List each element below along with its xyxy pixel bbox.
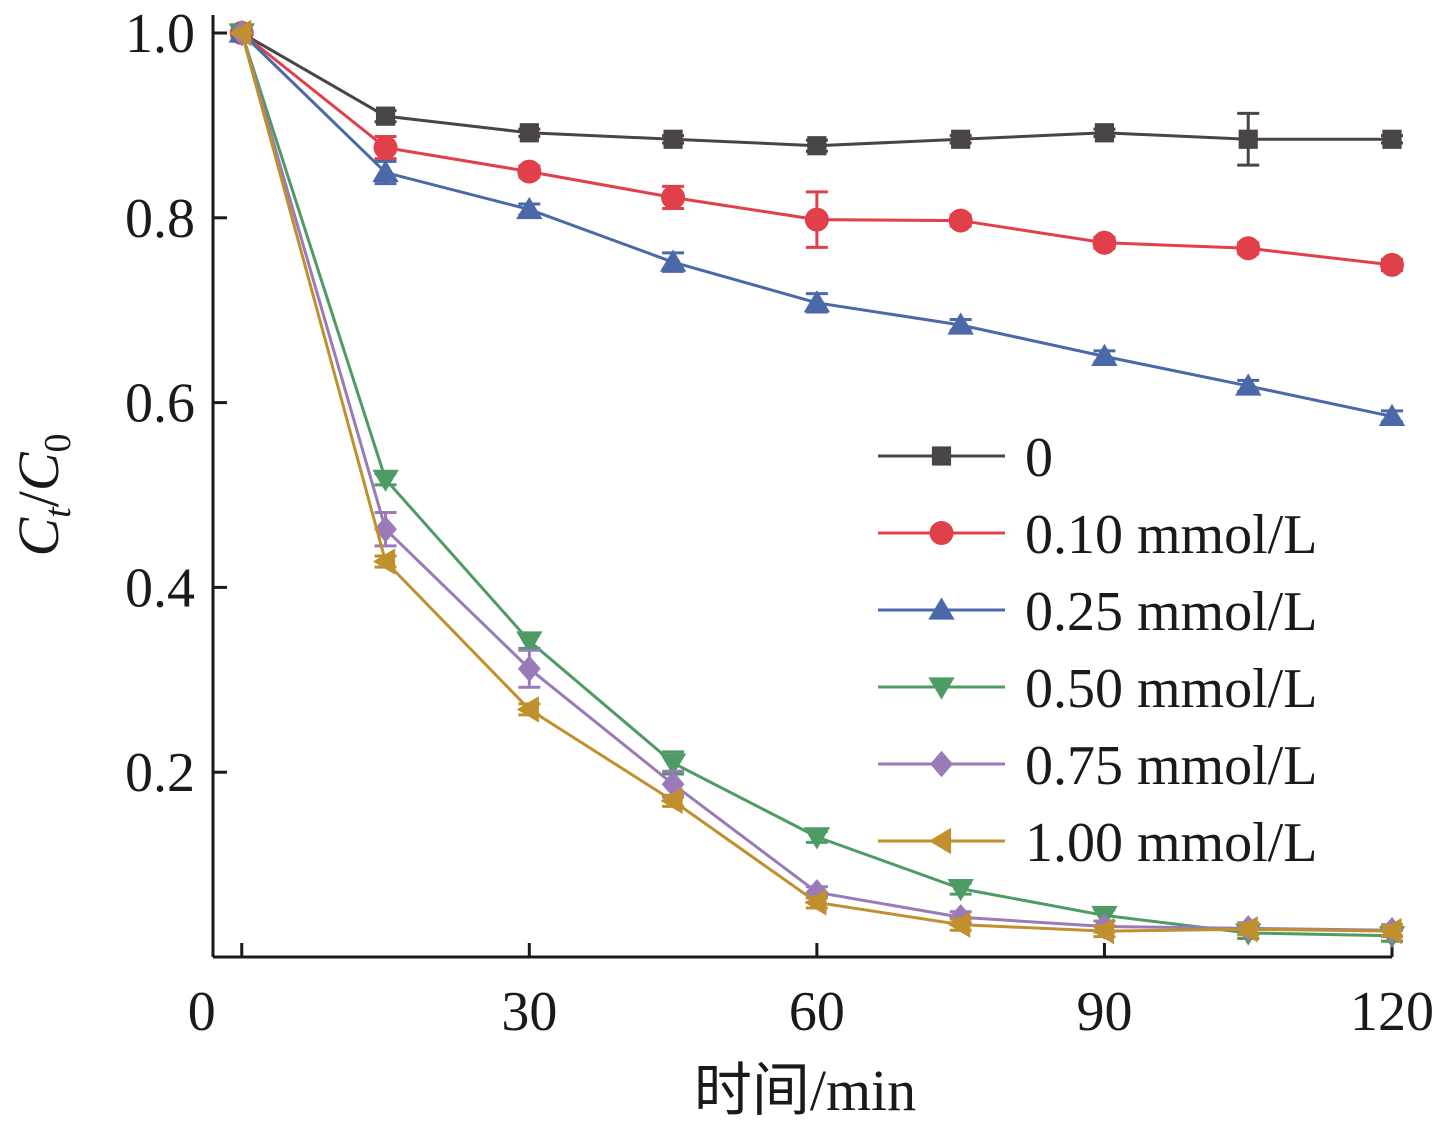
y-tick-label: 0.6 (125, 373, 195, 435)
data-point (1235, 916, 1258, 943)
data-point (951, 129, 971, 149)
data-point (947, 312, 974, 335)
data-point (375, 106, 396, 126)
data-point (805, 879, 829, 906)
data-point (1092, 230, 1117, 255)
legend-item-2: 0.25 mmol/L (878, 581, 1317, 643)
y-axis-title-c: C (6, 517, 71, 557)
series-5 (229, 19, 1403, 945)
data-point (372, 548, 396, 575)
legend-marker (929, 521, 954, 545)
data-point (948, 208, 973, 233)
legend-item-0: 0 (878, 427, 1053, 489)
data-point (804, 207, 829, 232)
data-point (1379, 917, 1402, 945)
data-point (229, 19, 252, 47)
data-point (372, 159, 399, 183)
data-point (803, 290, 831, 313)
legend-item-4: 0.75 mmol/L (878, 735, 1317, 797)
legend-marker (928, 677, 955, 700)
data-point (1378, 403, 1406, 427)
x-tick-label: 60 (789, 981, 845, 1043)
legend-label: 0.75 mmol/L (1025, 735, 1317, 797)
legend-marker (928, 597, 955, 620)
y-axis-title-sub-0: 0 (37, 433, 79, 452)
data-point (948, 911, 971, 938)
data-point (661, 185, 686, 210)
series-3 (228, 23, 1406, 949)
series-4 (230, 19, 1404, 944)
legend-label: 0.25 mmol/L (1025, 581, 1317, 643)
data-point (516, 631, 543, 654)
data-point (660, 787, 683, 815)
legend-item-5: 1.00 mmol/L (878, 812, 1317, 874)
y-axis-title-slash: / (6, 490, 71, 507)
data-point (1382, 129, 1402, 149)
data-point (1238, 129, 1258, 149)
series-line (240, 32, 1393, 938)
data-point (516, 696, 539, 723)
data-point (517, 655, 541, 682)
data-point (807, 136, 827, 156)
legend-marker (931, 446, 952, 466)
x-tick-label: 90 (1076, 981, 1132, 1043)
y-axis-title: Ct/C0 (6, 433, 79, 556)
y-tick-label: 0.2 (125, 742, 195, 804)
series-line (241, 31, 1392, 148)
data-point (659, 249, 687, 272)
data-point (372, 469, 399, 492)
x-tick-label: 30 (501, 981, 557, 1043)
data-point (663, 129, 683, 149)
legend-item-3: 0.50 mmol/L (878, 658, 1317, 720)
data-point (1380, 252, 1404, 277)
series-layer (228, 19, 1406, 949)
x-axis-title: 时间/min (694, 1058, 916, 1123)
y-axis-title-sub-t: t (37, 506, 79, 518)
data-point (659, 753, 687, 776)
x-tick-label: 120 (1350, 981, 1434, 1043)
legend-item-1: 0.10 mmol/L (878, 504, 1317, 566)
data-point (517, 159, 542, 184)
legend-marker (928, 827, 952, 855)
plot-area: 0 30 60 90 120 0.2 0.4 0.6 0.8 1.0 (125, 3, 1434, 1043)
y-tick-label: 0.8 (125, 188, 195, 250)
legend-marker (930, 750, 953, 778)
legend-label: 0.10 mmol/L (1025, 504, 1317, 566)
data-point (661, 771, 685, 798)
data-point (1091, 917, 1115, 945)
y-axis-title-c0: C (6, 451, 71, 491)
data-point (519, 123, 539, 143)
data-point (516, 196, 543, 220)
legend-label: 0.50 mmol/L (1025, 658, 1317, 720)
series-0 (232, 23, 1403, 167)
data-point (947, 879, 974, 902)
data-point (804, 889, 827, 916)
legend-label: 0 (1025, 427, 1053, 489)
data-point (803, 827, 831, 850)
data-point (1094, 123, 1115, 143)
data-point (1091, 343, 1118, 366)
legend: 0 0.10 mmol/L 0.25 mmol/L 0.50 mmol/L 0.75 m… (878, 427, 1317, 874)
y-tick-label: 1.0 (125, 3, 195, 65)
x-tick-label: 0 (188, 981, 216, 1043)
data-point (1235, 373, 1262, 396)
y-tick-label: 0.4 (125, 557, 195, 619)
legend-label: 1.00 mmol/L (1025, 812, 1317, 874)
data-point (373, 135, 398, 160)
data-point (1236, 236, 1261, 261)
